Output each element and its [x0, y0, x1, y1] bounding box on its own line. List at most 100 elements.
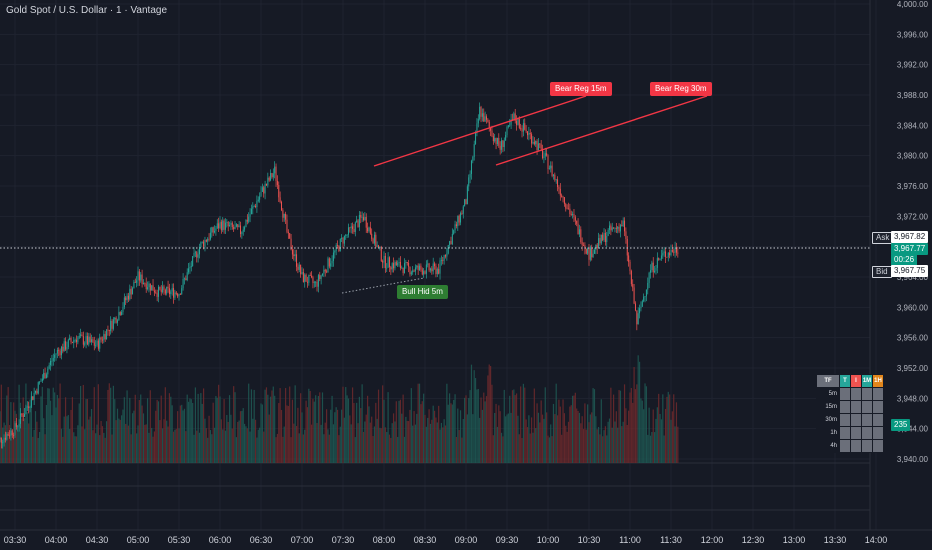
candle-body: [22, 415, 24, 417]
candle-body: [65, 341, 67, 350]
candle-body: [145, 283, 147, 290]
candle-body: [70, 337, 72, 342]
candle-body: [114, 317, 116, 320]
volume-bar: [263, 431, 265, 463]
volume-bar: [526, 427, 529, 463]
volume-bar: [599, 434, 601, 463]
volume-bar: [488, 364, 490, 463]
volume-bar: [468, 398, 470, 463]
candle-body: [378, 245, 380, 248]
candle-body: [428, 263, 430, 271]
candle-body: [367, 227, 369, 232]
candle-body: [121, 312, 123, 315]
candle-body: [507, 125, 509, 127]
candle-body: [193, 253, 195, 257]
volume-bar: [618, 390, 620, 463]
candle-body: [37, 382, 39, 394]
volume-bar: [4, 425, 7, 463]
volume-bar: [37, 437, 39, 463]
candle-body: [317, 275, 319, 287]
candle-body: [640, 306, 642, 309]
candle-body: [76, 339, 77, 343]
candle-body: [494, 138, 496, 142]
volume-bar: [142, 413, 145, 463]
volume-bar: [638, 361, 641, 463]
candle-body: [503, 140, 505, 147]
candle-body: [250, 208, 252, 215]
candle-body: [86, 336, 88, 345]
volume-bar: [297, 407, 299, 463]
volume-bar: [401, 413, 403, 463]
volume-bar: [49, 400, 52, 463]
time-tick-label: 11:00: [619, 535, 641, 545]
volume-bar: [600, 399, 602, 463]
bull-hid-5m-label: Bull Hid 5m: [397, 285, 448, 299]
time-tick-label: 10:00: [537, 535, 560, 545]
tf-cell: [850, 400, 862, 414]
candle-body: [315, 281, 317, 283]
candle-body: [587, 248, 589, 254]
candle-body: [305, 274, 307, 282]
volume-bar: [187, 401, 190, 463]
candle-body: [78, 335, 80, 338]
volume-bar: [203, 388, 205, 463]
candle-body: [438, 269, 440, 274]
candle-body: [21, 413, 23, 416]
candle-body: [513, 113, 515, 120]
volume-bar: [458, 430, 460, 463]
volume-bar: [341, 409, 343, 463]
volume-bar: [673, 394, 675, 463]
volume-bar: [166, 420, 168, 463]
volume-bar: [118, 418, 120, 463]
candle-body: [211, 227, 213, 233]
volume-bar: [595, 416, 597, 463]
volume-bar: [483, 392, 485, 463]
volume-bar: [100, 421, 102, 463]
volume-bar: [60, 428, 63, 463]
candle-body: [539, 143, 541, 145]
volume-bar: [474, 378, 477, 463]
candle-body: [197, 254, 199, 258]
volume-bar: [338, 435, 340, 463]
volume-bar: [602, 436, 604, 463]
time-tick-label: 14:00: [865, 535, 888, 545]
volume-bar: [532, 432, 534, 463]
candle-body: [442, 260, 444, 262]
volume-bar: [580, 423, 582, 463]
candle-body: [319, 275, 321, 279]
candle-body: [446, 253, 448, 257]
time-axis[interactable]: 03:30 04:00 04:30 05:00 05:30 06:00 06:30 07:00…: [4, 535, 888, 545]
volume-bar: [198, 432, 201, 463]
candle-body: [352, 226, 354, 230]
volume-bar: [282, 436, 284, 463]
symbol-title[interactable]: Gold Spot / U.S. Dollar · 1 · Vantage: [6, 5, 168, 16]
candle-body: [457, 215, 459, 227]
volume-bar: [543, 418, 545, 463]
volume-bar: [424, 414, 426, 463]
candle-body: [32, 396, 34, 400]
volume-bar: [156, 399, 158, 463]
candle-body: [67, 339, 69, 348]
volume-bar: [596, 429, 598, 463]
candle-body: [486, 116, 487, 120]
volume-bar: [476, 389, 478, 463]
candle-body: [338, 245, 340, 252]
volume-bar: [193, 434, 195, 463]
volume-bar: [405, 416, 407, 463]
candle-body: [419, 265, 421, 271]
candle-body: [97, 340, 99, 349]
candle-body: [44, 372, 46, 379]
candle-body: [394, 262, 396, 269]
volume-bar: [398, 400, 400, 463]
tf-cell: [850, 413, 862, 427]
candle-body: [412, 270, 414, 273]
volume-bar: [96, 424, 98, 463]
volume-bar: [125, 423, 127, 463]
volume-bar: [213, 427, 216, 463]
candle-body: [427, 263, 429, 265]
volume-bar: [95, 433, 97, 463]
price-tick-label: 3,964.00: [897, 273, 929, 282]
candle-body: [194, 252, 196, 254]
volume-bar: [146, 398, 149, 463]
